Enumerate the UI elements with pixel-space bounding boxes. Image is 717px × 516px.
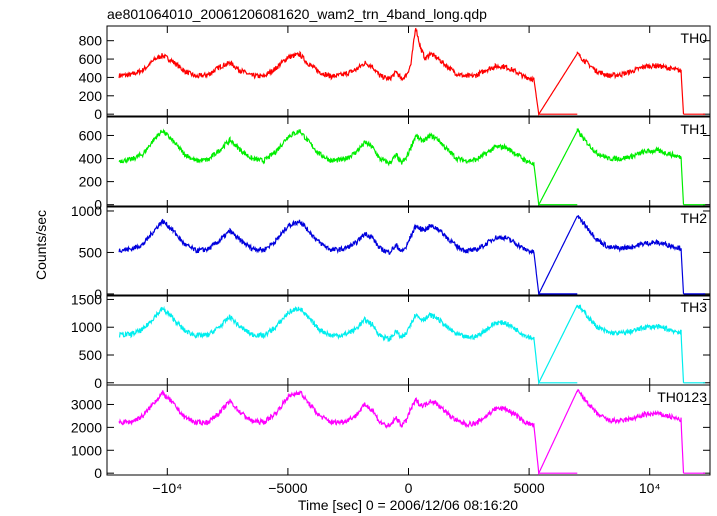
y-tick-label: 600	[79, 127, 103, 143]
x-tick-label: −5000	[268, 480, 308, 496]
y-tick-label: 500	[79, 347, 103, 363]
y-tick-label: 2000	[71, 419, 102, 435]
x-tick-label: 0	[405, 480, 413, 496]
y-tick-label: 1500	[71, 291, 102, 307]
panel-label: TH3	[681, 299, 708, 315]
y-tick-label: 200	[79, 88, 103, 104]
y-tick-label: 1000	[71, 442, 102, 458]
y-tick-label: 1000	[71, 319, 102, 335]
series-line-th1	[118, 127, 706, 207]
y-axis-label: Counts/sec	[33, 210, 49, 280]
panel-th1: 0 200 400 600 TH1	[79, 116, 711, 213]
panel-th2: 0 500 1000 TH2	[71, 203, 711, 302]
y-tick-label: 800	[79, 33, 103, 49]
x-tick-labels: −10⁴ −5000 0 5000 10⁴	[152, 480, 660, 496]
y-tick-label: 1000	[71, 203, 102, 219]
y-tick-label: 0	[94, 375, 102, 391]
x-axis-label: Time [sec] 0 = 2006/12/06 08:16:20	[298, 497, 518, 513]
series-line-th0123	[118, 389, 706, 476]
panel-label: TH0	[681, 30, 708, 46]
series-line-th2	[118, 215, 706, 297]
y-tick-label: 600	[79, 51, 103, 67]
series-line-th0	[118, 27, 706, 116]
y-tick-label: 400	[79, 151, 103, 167]
y-tick-label: 0	[94, 465, 102, 481]
y-tick-label: 0	[94, 286, 102, 302]
y-tick-label: 3000	[71, 396, 102, 412]
panel-label: TH1	[681, 121, 708, 137]
y-tick-label: 0	[94, 197, 102, 213]
panel-frame	[106, 384, 711, 476]
x-tick-label: 5000	[514, 480, 545, 496]
y-tick-label: 500	[79, 244, 103, 260]
chart-title: ae801064010_20061206081620_wam2_trn_4ban…	[107, 6, 487, 22]
panel-th3: 0 500 1000 1500 TH3	[71, 291, 711, 391]
panel-label: TH0123	[657, 389, 707, 405]
panel-frame	[106, 294, 711, 386]
x-tick-label: 10⁴	[639, 480, 661, 496]
panel-label: TH2	[681, 210, 708, 226]
series-line-th3	[119, 304, 706, 385]
x-tick-label: −10⁴	[152, 480, 182, 496]
y-tick-label: 400	[79, 69, 103, 85]
y-tick-label: 0	[94, 106, 102, 122]
panel-th0123: 0 1000 2000 3000 TH0123	[71, 384, 711, 481]
y-tick-label: 200	[79, 174, 103, 190]
panels-group: 0 200 400 600 800 TH0 0 200 400 600 TH1 0 500 1000 TH2…	[71, 25, 711, 481]
panel-th0: 0 200 400 600 800 TH0	[79, 25, 711, 122]
